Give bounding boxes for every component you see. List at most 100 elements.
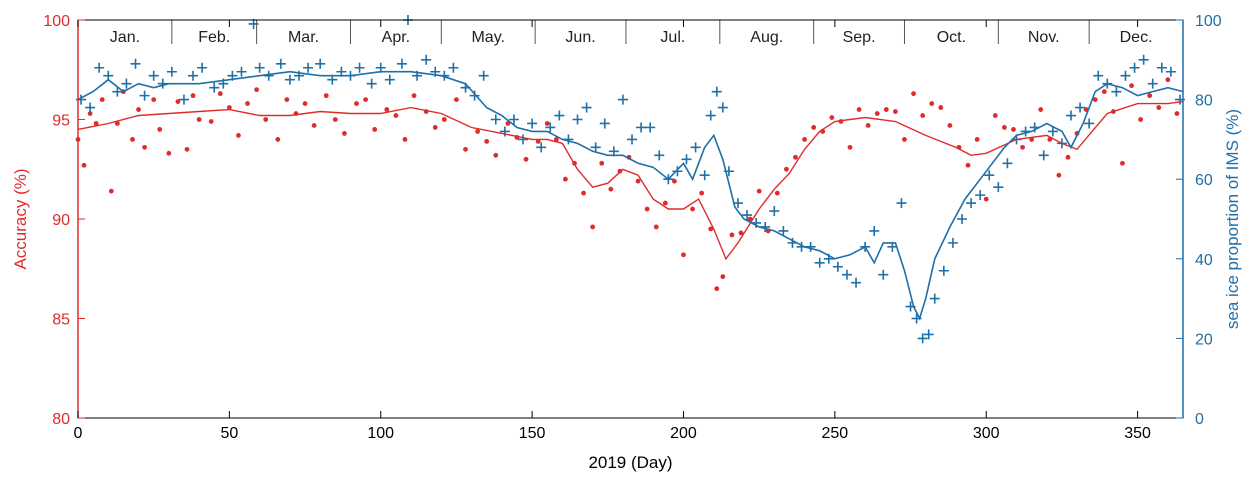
ims-point <box>1165 66 1176 77</box>
accuracy-point <box>920 113 926 118</box>
accuracy-point <box>581 190 586 196</box>
ims-point <box>248 18 259 29</box>
accuracy-point <box>523 156 529 162</box>
accuracy-point <box>947 123 953 128</box>
ims-point <box>178 94 189 105</box>
accuracy-point <box>653 224 659 230</box>
ims-point <box>1065 110 1076 121</box>
ims-point <box>1093 70 1104 81</box>
accuracy-point <box>354 101 359 106</box>
x-tick-label: 300 <box>973 425 1000 442</box>
ims-point <box>769 206 780 217</box>
ims-point <box>878 269 889 280</box>
ims-point <box>188 70 199 81</box>
ims-point <box>984 170 995 181</box>
ims-point <box>130 58 141 69</box>
accuracy-point <box>847 144 853 150</box>
ims-point <box>929 293 940 304</box>
ims-point <box>869 225 880 236</box>
month-label: Aug. <box>750 29 783 46</box>
ims-point <box>778 225 789 236</box>
ims-point <box>536 142 547 153</box>
ims-point <box>917 333 928 344</box>
month-label: Oct. <box>937 29 966 46</box>
ims-point <box>121 78 132 89</box>
accuracy-point <box>81 162 87 168</box>
ims-point <box>572 114 583 125</box>
ims-point <box>366 78 377 89</box>
accuracy-point <box>1001 125 1007 130</box>
ims-point <box>236 66 247 77</box>
accuracy-point <box>342 131 347 136</box>
ims-point <box>448 62 459 73</box>
x-tick-label: 350 <box>1124 425 1151 442</box>
accuracy-point <box>1101 89 1107 95</box>
x-tick-label: 50 <box>220 425 238 442</box>
accuracy-point <box>599 160 605 166</box>
ims-point <box>711 86 722 97</box>
accuracy-point <box>714 286 720 292</box>
accuracy-point <box>535 138 541 144</box>
accuracy-point <box>302 101 308 106</box>
accuracy-point <box>454 97 459 102</box>
month-label: Jul. <box>660 29 685 46</box>
accuracy-point <box>208 119 214 124</box>
accuracy-point <box>811 125 817 130</box>
ims-point <box>617 94 628 105</box>
ims-point <box>581 102 592 113</box>
accuracy-point <box>720 274 726 280</box>
accuracy-point <box>411 93 417 99</box>
plot-frame <box>77 19 1184 419</box>
ims-point <box>896 198 907 209</box>
ims-point <box>303 62 314 73</box>
accuracy-point <box>802 137 807 142</box>
ims-point <box>1111 86 1122 97</box>
accuracy-point <box>157 127 163 132</box>
accuracy-point <box>983 196 989 202</box>
month-label: Jan. <box>110 29 140 46</box>
ims-smooth-line <box>77 70 1184 321</box>
left-y-tick-label: 100 <box>43 13 70 30</box>
x-axis-label: 2019 (Day) <box>588 453 672 472</box>
ims-point <box>254 62 265 73</box>
accuracy-point <box>1011 127 1016 132</box>
accuracy-smooth-line <box>77 100 1184 261</box>
accuracy-point <box>393 113 399 118</box>
accuracy-point <box>432 125 438 130</box>
accuracy-point <box>142 144 148 150</box>
ims-point <box>478 70 489 81</box>
accuracy-point <box>484 138 490 144</box>
ims-point <box>1120 70 1131 81</box>
accuracy-point <box>965 162 971 168</box>
accuracy-point <box>774 190 780 196</box>
accuracy-point <box>544 121 550 126</box>
accuracy-point <box>784 166 789 172</box>
accuracy-point <box>505 121 511 126</box>
ims-point <box>599 118 610 129</box>
ims-point <box>947 237 958 248</box>
accuracy-point <box>184 146 190 152</box>
accuracy-point <box>929 101 935 106</box>
ims-point <box>545 122 556 133</box>
accuracy-point <box>553 137 559 142</box>
accuracy-point <box>708 226 714 232</box>
ims-point <box>284 74 295 85</box>
ims-point <box>1138 54 1149 65</box>
ims-point <box>1075 102 1086 113</box>
accuracy-point <box>1174 111 1180 116</box>
accuracy-point <box>1020 144 1025 150</box>
accuracy-point <box>608 186 614 192</box>
accuracy-point <box>590 224 596 230</box>
accuracy-point <box>1092 97 1098 102</box>
month-label: Nov. <box>1028 29 1060 46</box>
accuracy-point <box>275 137 281 142</box>
accuracy-point <box>1120 160 1125 166</box>
accuracy-point <box>363 97 369 102</box>
right-y-tick-label: 0 <box>1195 411 1204 428</box>
ims-point <box>690 142 701 153</box>
ims-point <box>94 62 105 73</box>
ims-point <box>354 62 365 73</box>
accuracy-point <box>974 137 980 142</box>
ims-point <box>814 257 825 268</box>
